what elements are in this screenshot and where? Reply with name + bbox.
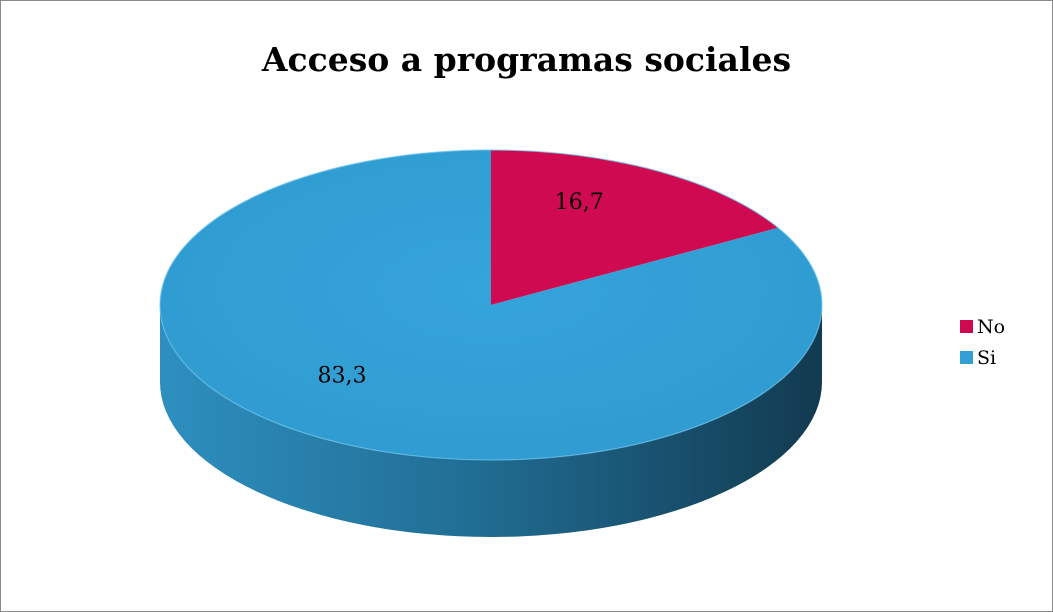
chart-title: Acceso a programas sociales xyxy=(261,40,792,79)
pie-rim xyxy=(159,149,823,461)
data-label-si: 83,3 xyxy=(318,364,367,389)
pie-slice-si xyxy=(160,150,823,460)
legend-swatch-si xyxy=(960,351,973,364)
legend-label-no: No xyxy=(977,315,1006,338)
legend: No Si xyxy=(960,316,1005,378)
legend-item-no: No xyxy=(960,315,1006,338)
pie-slice-no xyxy=(491,150,779,305)
legend-item-si: Si xyxy=(960,346,1005,369)
legend-swatch-no xyxy=(960,320,973,333)
legend-label-si: Si xyxy=(977,346,997,369)
pie-side-wall xyxy=(160,305,822,537)
data-label-no: 16,7 xyxy=(555,190,604,215)
